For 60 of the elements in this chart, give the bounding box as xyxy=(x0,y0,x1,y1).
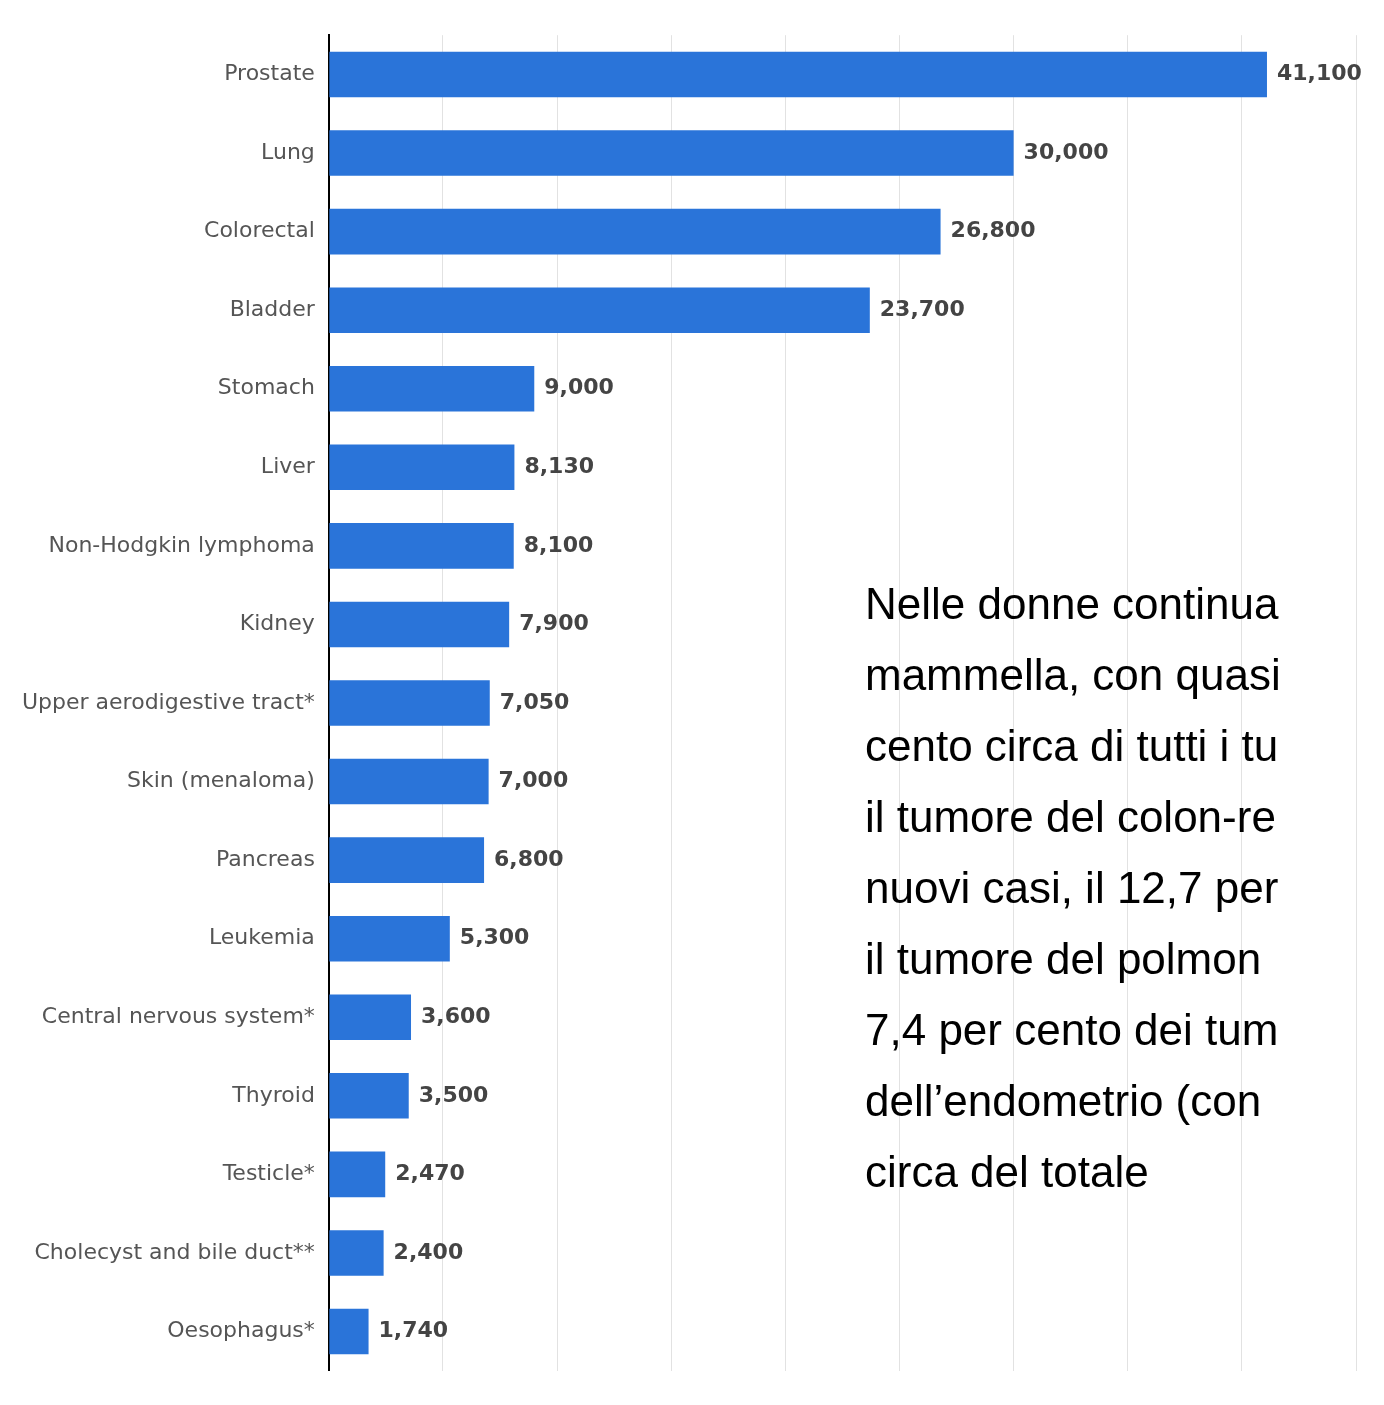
y-tick-label: Pancreas xyxy=(216,845,315,871)
y-tick-label: Cholecyst and bile duct** xyxy=(34,1238,315,1264)
data-label: 30,000 xyxy=(1023,138,1109,164)
y-tick-label: Skin (menaloma) xyxy=(127,767,315,793)
bar xyxy=(329,758,489,805)
y-tick-label: Stomach xyxy=(217,374,315,400)
data-label: 8,100 xyxy=(523,531,594,557)
bar xyxy=(329,601,510,648)
data-label: 3,600 xyxy=(421,1002,491,1028)
data-label: 7,050 xyxy=(499,688,570,714)
bar xyxy=(329,1308,369,1355)
bar xyxy=(329,837,485,883)
bar xyxy=(329,365,535,412)
annotation: nuovi casi, il 12,7 per xyxy=(865,862,1280,914)
data-label: 9,000 xyxy=(544,374,614,400)
bar xyxy=(329,1073,409,1119)
y-tick-label: Oesophagus* xyxy=(167,1317,315,1343)
bar xyxy=(329,680,490,726)
data-label: 26,800 xyxy=(950,217,1036,243)
annotation: cento circa di tutti i tu xyxy=(865,720,1280,772)
data-label: 7,900 xyxy=(519,610,589,636)
bar xyxy=(329,523,514,569)
annotation: circa del totale xyxy=(865,1146,1150,1198)
bar xyxy=(329,1151,386,1198)
bar xyxy=(329,994,412,1041)
y-tick-label: Thyroid xyxy=(231,1081,315,1107)
y-tick-label: Lung xyxy=(261,138,315,164)
data-label: 23,700 xyxy=(879,295,965,321)
data-label: 2,470 xyxy=(395,1160,465,1186)
y-tick-label: Prostate xyxy=(224,60,315,86)
bar xyxy=(329,287,870,333)
y-tick-label: Liver xyxy=(260,453,316,479)
data-label: 41,100 xyxy=(1276,60,1362,86)
data-label: 3,500 xyxy=(418,1081,489,1107)
bar xyxy=(329,130,1014,176)
y-tick-label: Non-Hodgkin lymphoma xyxy=(48,531,315,557)
y-tick-label: Leukemia xyxy=(208,924,315,950)
bar xyxy=(329,915,450,962)
annotation: 7,4 per cento dei tum xyxy=(865,1004,1280,1056)
bar xyxy=(329,1230,384,1276)
annotation: dell’endometrio (con xyxy=(865,1075,1263,1127)
y-tick-label: Colorectal xyxy=(204,217,315,243)
y-tick-label: Kidney xyxy=(239,610,315,636)
bar xyxy=(329,208,941,255)
data-label: 7,000 xyxy=(498,767,569,793)
y-tick-label: Testicle* xyxy=(221,1160,315,1186)
bar xyxy=(329,444,515,491)
y-tick-label: Bladder xyxy=(229,295,316,321)
annotation: il tumore del polmon xyxy=(865,933,1263,985)
data-label: 2,400 xyxy=(393,1238,464,1264)
bar xyxy=(329,51,1267,98)
data-label: 1,740 xyxy=(378,1317,449,1343)
annotation: Nelle donne continua xyxy=(865,578,1280,630)
annotation: mammella, con quasi xyxy=(865,649,1281,701)
y-tick-label: Upper aerodigestive tract* xyxy=(22,688,315,714)
data-label: 5,300 xyxy=(459,924,530,950)
annotation: il tumore del colon-re xyxy=(865,791,1277,843)
data-label: 8,130 xyxy=(524,453,595,479)
data-label: 6,800 xyxy=(494,845,564,871)
y-tick-label: Central nervous system* xyxy=(41,1002,315,1028)
